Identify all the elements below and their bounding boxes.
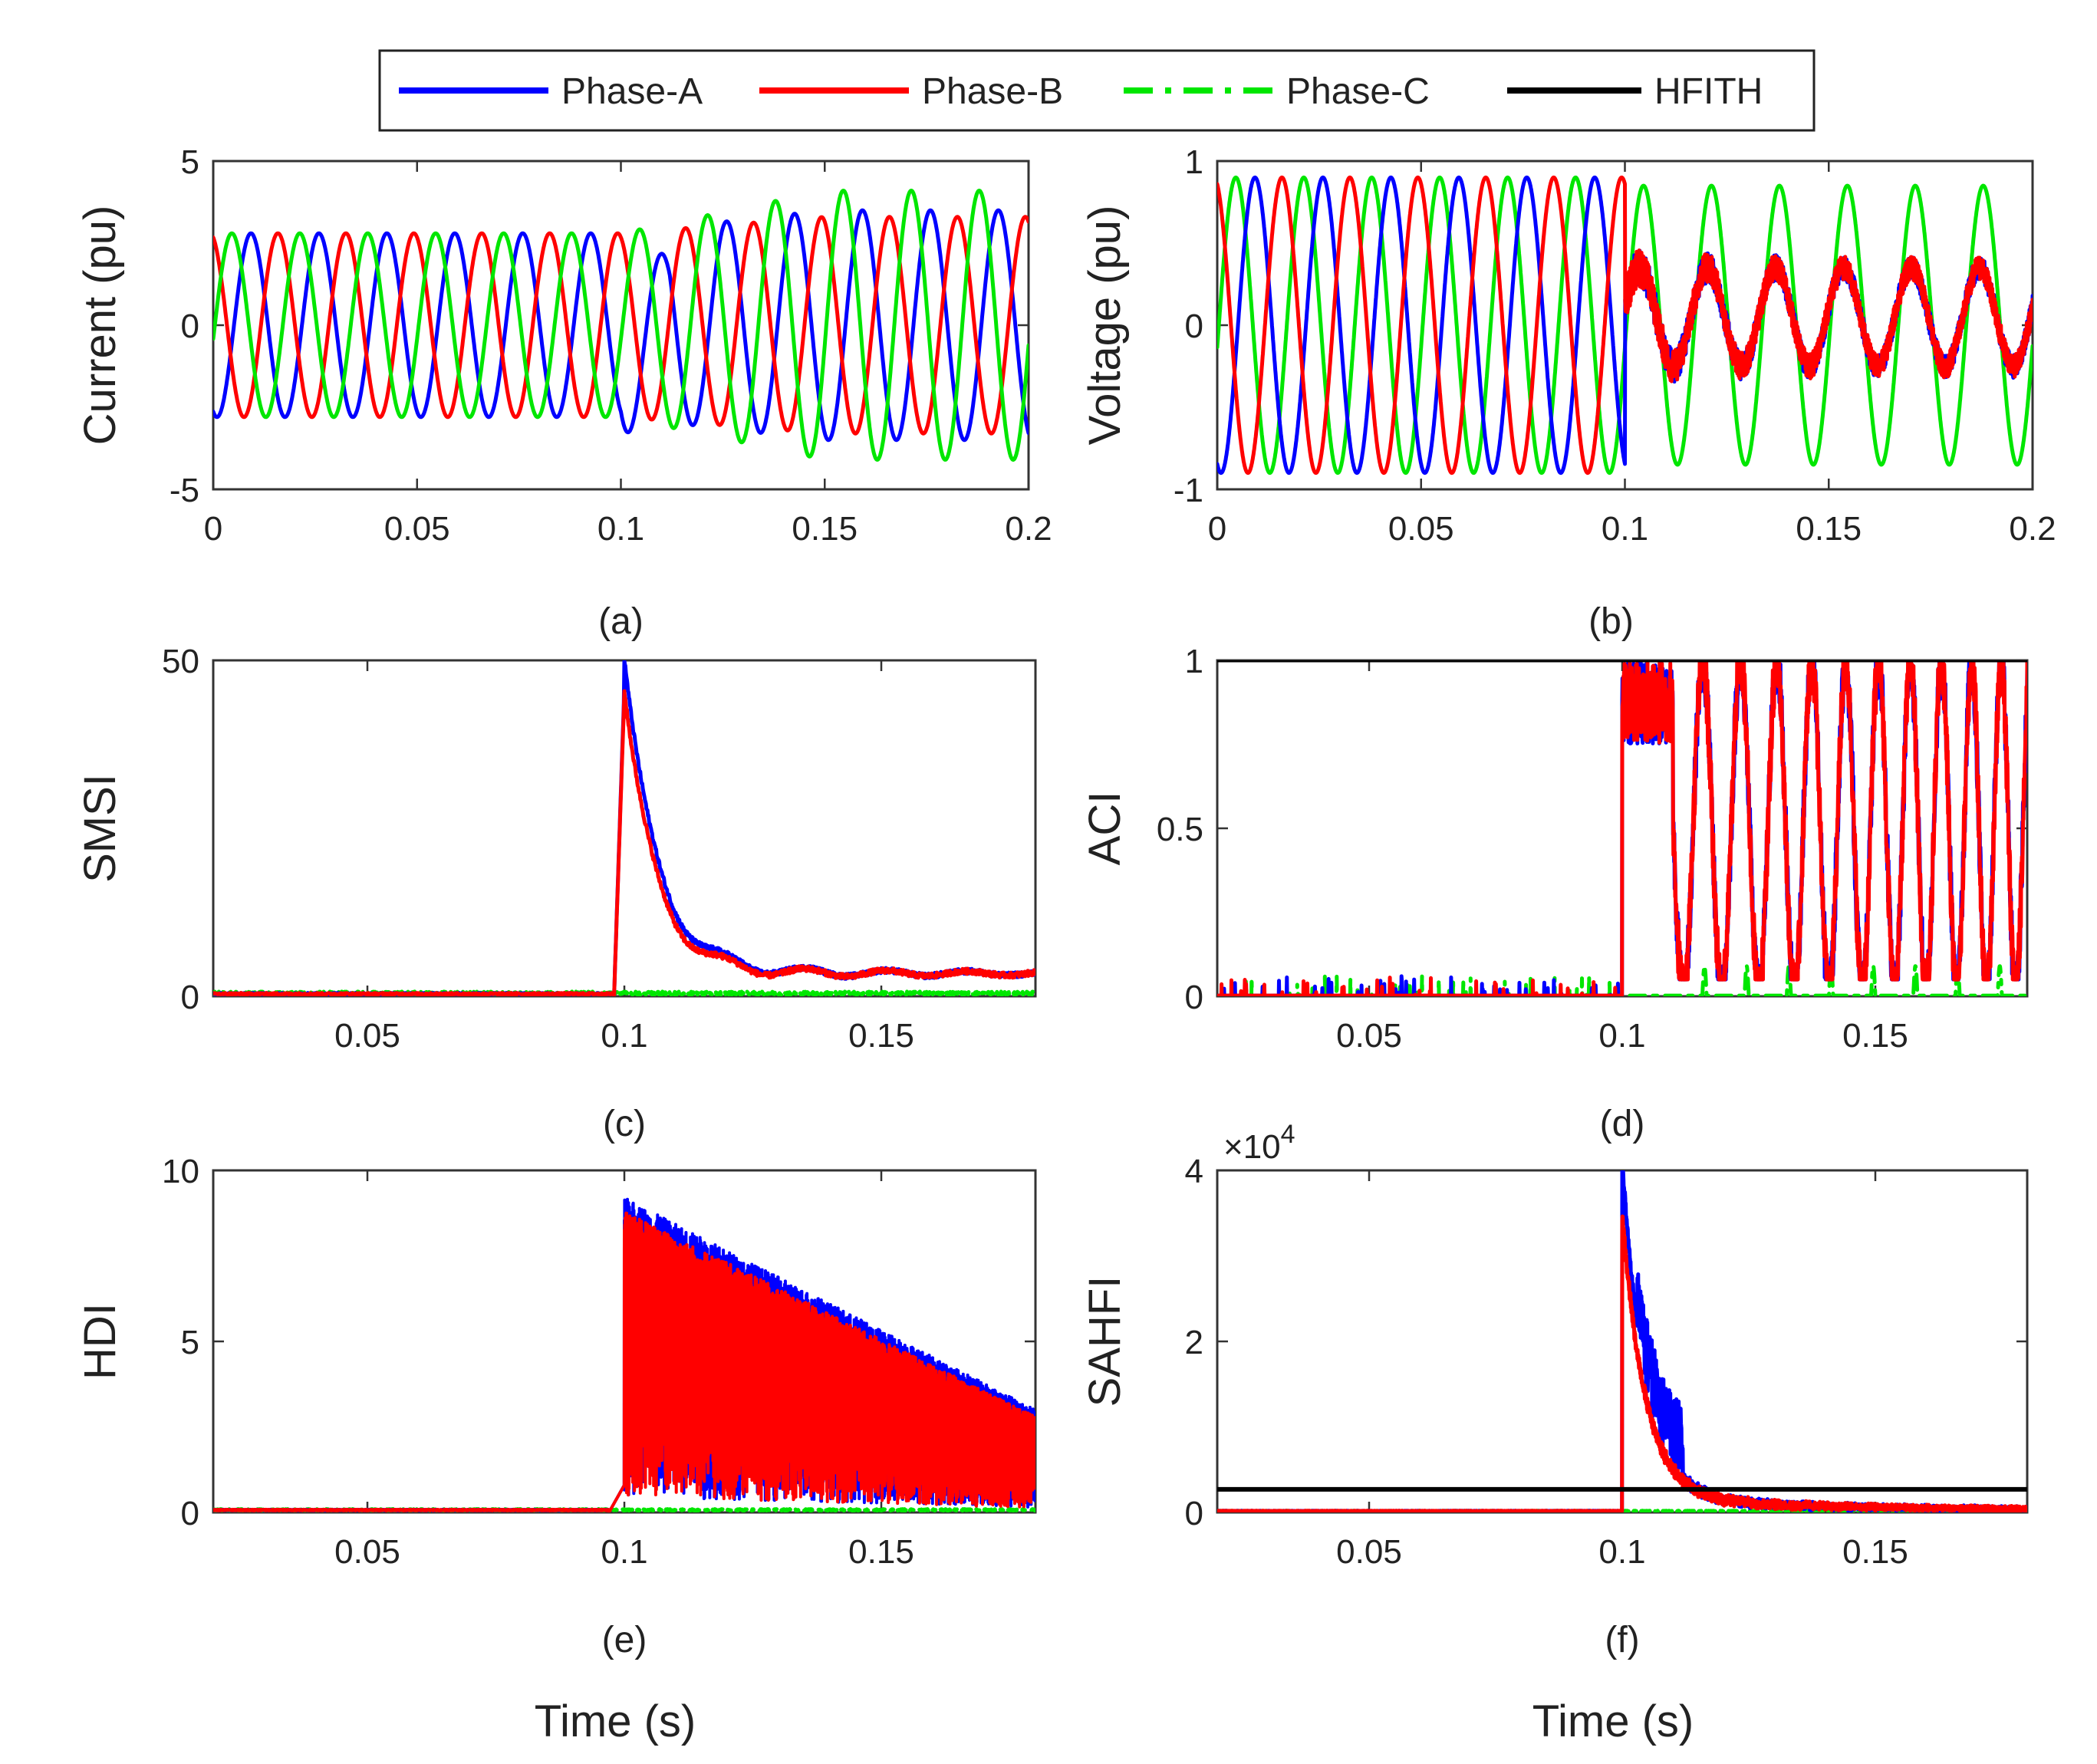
y-axis-label-b: Voltage (pu) [1080, 206, 1130, 446]
series-group-d [1217, 660, 2027, 996]
chart-panel-d: 0.05 0.1 0.15 1 0.5 0 ACI (d) [1080, 643, 2029, 1144]
series-group-e [213, 1197, 1035, 1512]
legend-label-phase-b: Phase-B [922, 71, 1063, 112]
y-tick-label: 5 [181, 143, 199, 181]
x-axis-label-f: Time (s) [1532, 1697, 1694, 1746]
legend-label-phase-c: Phase-C [1286, 71, 1430, 112]
y-tick-label: 0 [181, 1495, 199, 1532]
x-axis-label-e: Time (s) [535, 1697, 696, 1746]
y-tick-label: 1 [1185, 143, 1203, 181]
y-tick-label: 4 [1185, 1153, 1203, 1190]
series-line-phase-b-f [1217, 1214, 2027, 1512]
x-tick-label: 0.15 [1842, 1017, 1908, 1055]
x-tick-label: 0.1 [597, 510, 644, 548]
y-axis-label-f: SAHFI [1080, 1276, 1130, 1407]
series-group-f [1217, 1170, 2027, 1512]
y-axis-label-a: Current (pu) [75, 206, 125, 446]
y-tick-label: 1 [1185, 643, 1203, 680]
x-tick-label: 0.15 [848, 1533, 914, 1571]
y-tick-label: 0 [1185, 308, 1203, 345]
x-tick-label: 0.05 [334, 1533, 400, 1571]
x-tick-label: 0.2 [2009, 510, 2056, 548]
legend: Phase-A Phase-B Phase-C HFITH [378, 49, 1816, 132]
series-line-phase-b-b [1217, 175, 2033, 476]
chart-panel-c: 0.05 0.1 0.15 50 0 SMSI (c) [75, 643, 1037, 1144]
panel-caption-f: (f) [1605, 1620, 1639, 1660]
x-tick-label: 0.05 [1336, 1533, 1402, 1571]
y-axis-label-c: SMSI [75, 774, 125, 883]
legend-label-hfith: HFITH [1654, 71, 1763, 112]
x-tick-label: 0 [1208, 510, 1226, 548]
panel-caption-b: (b) [1588, 601, 1634, 642]
x-tick-label: 0.1 [1598, 1017, 1645, 1055]
x-tick-label: 0.1 [601, 1017, 647, 1055]
x-tick-label: 0.15 [1796, 510, 1862, 548]
y-tick-label: 0.5 [1157, 811, 1203, 848]
x-tick-label: 0.05 [384, 510, 450, 548]
y-tick-label: 50 [162, 643, 199, 680]
series-line-phase-c-a [213, 189, 1029, 462]
series-line-phase-a-a [213, 208, 1029, 443]
x-tick-label: 0.05 [334, 1017, 400, 1055]
y-tick-label: 0 [1185, 979, 1203, 1016]
series-line-phase-b-a [213, 215, 1029, 436]
x-tick-label: 0.1 [1598, 1533, 1645, 1571]
y-tick-label: 0 [181, 308, 199, 345]
y-tick-label: 5 [181, 1324, 199, 1361]
series-line-phase-b-e [213, 1211, 1035, 1512]
x-tick-label: 0.2 [1005, 510, 1052, 548]
chart-panel-e: 0.05 0.1 0.15 10 5 0 HDI (e) Time (s) [75, 1153, 1037, 1746]
x-tick-label: 0.15 [848, 1017, 914, 1055]
x-tick-label: 0.15 [792, 510, 858, 548]
panel-caption-c: (c) [603, 1104, 646, 1144]
x-tick-label: 0.1 [1602, 510, 1648, 548]
series-group-b [1217, 175, 2033, 476]
series-group-c [213, 660, 1035, 996]
panel-caption-d: (d) [1600, 1104, 1645, 1144]
x-tick-label: 0.1 [601, 1533, 647, 1571]
x-tick-label: 0.05 [1336, 1017, 1402, 1055]
x-tick-label: 0.05 [1388, 510, 1454, 548]
series-group-a [213, 189, 1029, 462]
y-tick-label: -5 [170, 472, 199, 509]
y-axis-label-d: ACI [1080, 791, 1130, 866]
panel-caption-e: (e) [602, 1620, 647, 1660]
y-tick-label: 0 [1185, 1495, 1203, 1532]
legend-label-phase-a: Phase-A [561, 71, 703, 112]
x-tick-label: 0.15 [1842, 1533, 1908, 1571]
y-axis-label-e: HDI [75, 1303, 125, 1380]
panel-caption-a: (a) [598, 601, 644, 642]
y-tick-label: 10 [162, 1153, 199, 1190]
y-tick-label: -1 [1174, 472, 1203, 509]
series-line-phase-b-c [213, 689, 1035, 996]
y-tick-label: 2 [1185, 1324, 1203, 1361]
y-tick-label: 0 [181, 979, 199, 1016]
series-line-phase-b-d [1217, 660, 2027, 996]
x-tick-label: 0 [204, 510, 222, 548]
